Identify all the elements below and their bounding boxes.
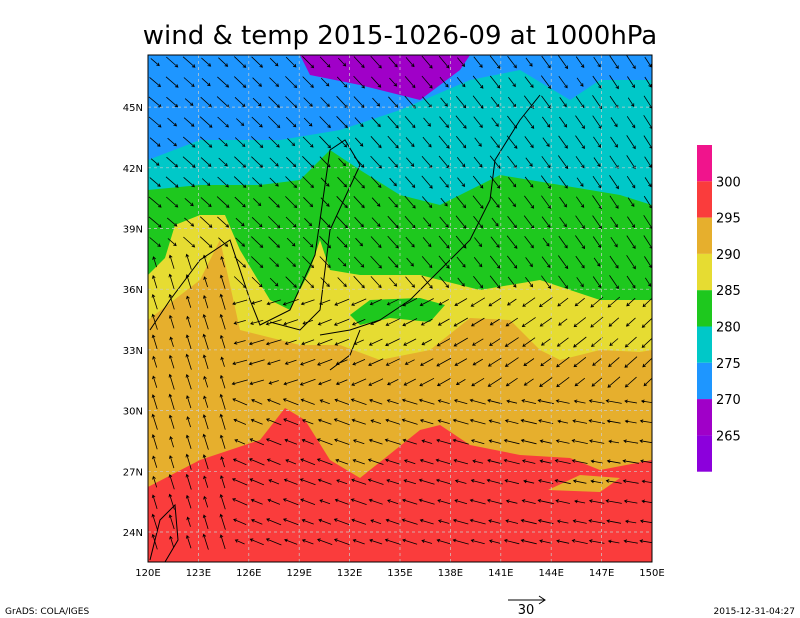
lon-label: 120E xyxy=(135,568,160,579)
lon-label: 126E xyxy=(236,568,261,579)
colorbar-box xyxy=(697,290,712,327)
lon-label: 141E xyxy=(488,568,513,579)
band-270 xyxy=(148,55,652,160)
lat-label: 24N xyxy=(123,528,143,539)
colorbar-label: 275 xyxy=(716,357,741,372)
colorbar-box xyxy=(697,145,712,182)
colorbar-box xyxy=(697,362,712,400)
map-frame xyxy=(147,54,653,563)
colorbar-box xyxy=(697,399,712,436)
colorbar-box xyxy=(697,217,712,254)
colorbar-label: 265 xyxy=(716,429,741,444)
colorbar-label: 295 xyxy=(716,212,741,227)
footer-left: GrADS: COLA/IGES xyxy=(5,607,89,617)
graticule xyxy=(148,55,652,562)
lat-label: 42N xyxy=(123,164,143,175)
lat-label: 39N xyxy=(123,225,143,236)
lon-label: 129E xyxy=(286,568,311,579)
lat-label: 33N xyxy=(123,346,143,357)
colorbar-label: 290 xyxy=(716,248,741,263)
lat-label: 36N xyxy=(123,285,143,296)
vector-scale-arrow xyxy=(508,595,546,605)
lon-label: 123E xyxy=(186,568,211,579)
title: wind & temp 2015-1026-09 at 1000hPa xyxy=(143,21,658,51)
colorbar-label: 270 xyxy=(716,393,741,408)
colorbar-box xyxy=(697,435,712,472)
colorbar-box xyxy=(697,326,712,363)
colorbar-box xyxy=(697,253,712,291)
lon-label: 135E xyxy=(387,568,412,579)
temperature-field xyxy=(148,55,652,562)
lon-label: 138E xyxy=(438,568,463,579)
lon-label: 144E xyxy=(538,568,563,579)
lon-label: 147E xyxy=(589,568,614,579)
vector-scale: 30 xyxy=(518,603,535,618)
colorbar-box xyxy=(697,181,712,218)
lon-label: 150E xyxy=(639,568,664,579)
lat-label: 45N xyxy=(123,103,143,114)
lat-label: 30N xyxy=(123,407,143,418)
footer-right: 2015-12-31-04:27 xyxy=(714,607,796,617)
colorbar: 300 295 290 285 280 275 270 265 xyxy=(697,145,741,472)
band-265 xyxy=(300,55,470,100)
lon-label: 132E xyxy=(337,568,362,579)
colorbar-label: 285 xyxy=(716,284,741,299)
lat-label: 27N xyxy=(123,467,143,478)
colorbar-label: 300 xyxy=(716,175,741,190)
colorbar-label: 280 xyxy=(716,321,741,336)
band-290 xyxy=(548,475,620,492)
coastline xyxy=(149,94,541,562)
